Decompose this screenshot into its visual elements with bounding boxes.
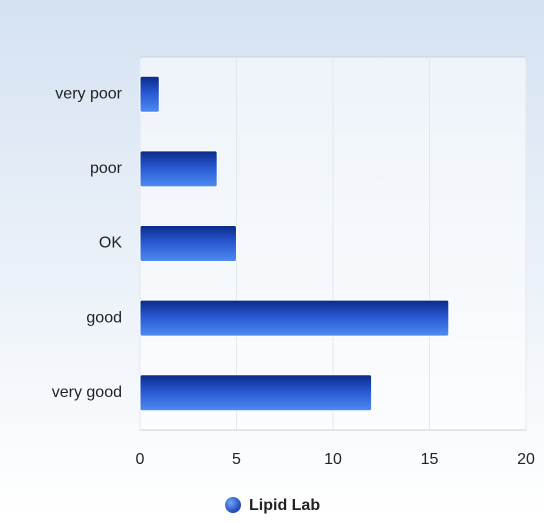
x-tick-label: 10 bbox=[324, 451, 342, 468]
legend-marker bbox=[225, 497, 241, 513]
bar bbox=[139, 150, 218, 188]
bar bbox=[139, 299, 450, 337]
y-tick-label: OK bbox=[99, 235, 122, 252]
bar bbox=[139, 75, 160, 113]
x-tick-label: 0 bbox=[136, 451, 145, 468]
x-tick-label: 20 bbox=[517, 451, 535, 468]
y-tick-label: poor bbox=[90, 160, 123, 177]
bar bbox=[139, 225, 237, 262]
y-tick-label: good bbox=[86, 309, 122, 326]
x-tick-label: 15 bbox=[421, 451, 439, 468]
bar bbox=[139, 374, 373, 412]
x-tick-label: 5 bbox=[232, 451, 241, 468]
y-tick-label: very good bbox=[52, 384, 122, 401]
legend-label: Lipid Lab bbox=[249, 497, 320, 514]
y-tick-label: very poor bbox=[55, 86, 122, 103]
